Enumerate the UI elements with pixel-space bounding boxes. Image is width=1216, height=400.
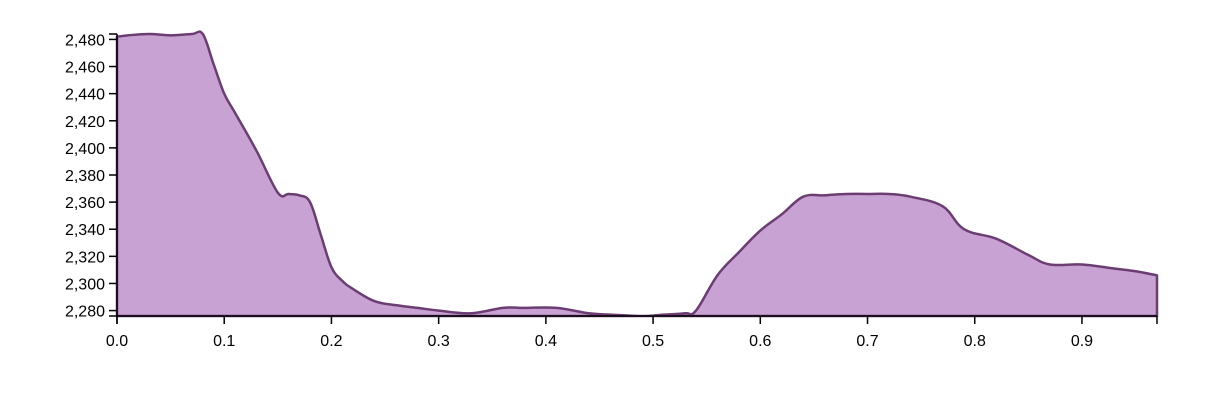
x-tick-label: 0.4 [535,333,557,350]
y-tick-label: 2,460 [65,60,105,77]
x-tick-label: 0.5 [642,333,664,350]
plot-area [115,30,1159,318]
x-tick-label: 0.6 [749,333,771,350]
y-tick-label: 2,480 [65,32,105,49]
y-tick-label: 2,380 [65,168,105,185]
y-tick-label: 2,320 [65,249,105,266]
area-series-0 [115,30,1159,318]
x-tick-label: 0.7 [856,333,878,350]
y-tick-label: 2,360 [65,195,105,212]
x-tick-label: 0.8 [964,333,986,350]
y-tick-label: 2,300 [65,276,105,293]
y-tick-label: 2,340 [65,222,105,239]
x-tick-label: 0.2 [320,333,342,350]
x-axis: 0.0 0.1 0.2 0.3 0.4 0.5 0.6 0.7 0.8 0.9 [106,315,1158,350]
y-tick-label: 2,420 [65,114,105,131]
y-tick-label: 2,280 [65,304,105,321]
y-tick-label: 2,400 [65,141,105,158]
x-tick-label: 0.1 [213,333,235,350]
x-tick-label: 0.0 [106,333,128,350]
x-tick-label: 0.9 [1071,333,1093,350]
x-tick-label: 0.3 [428,333,450,350]
y-tick-label: 2,440 [65,87,105,104]
y-axis: 2,280 2,300 2,320 2,340 2,360 2,380 2,400 2,420… [65,32,118,321]
